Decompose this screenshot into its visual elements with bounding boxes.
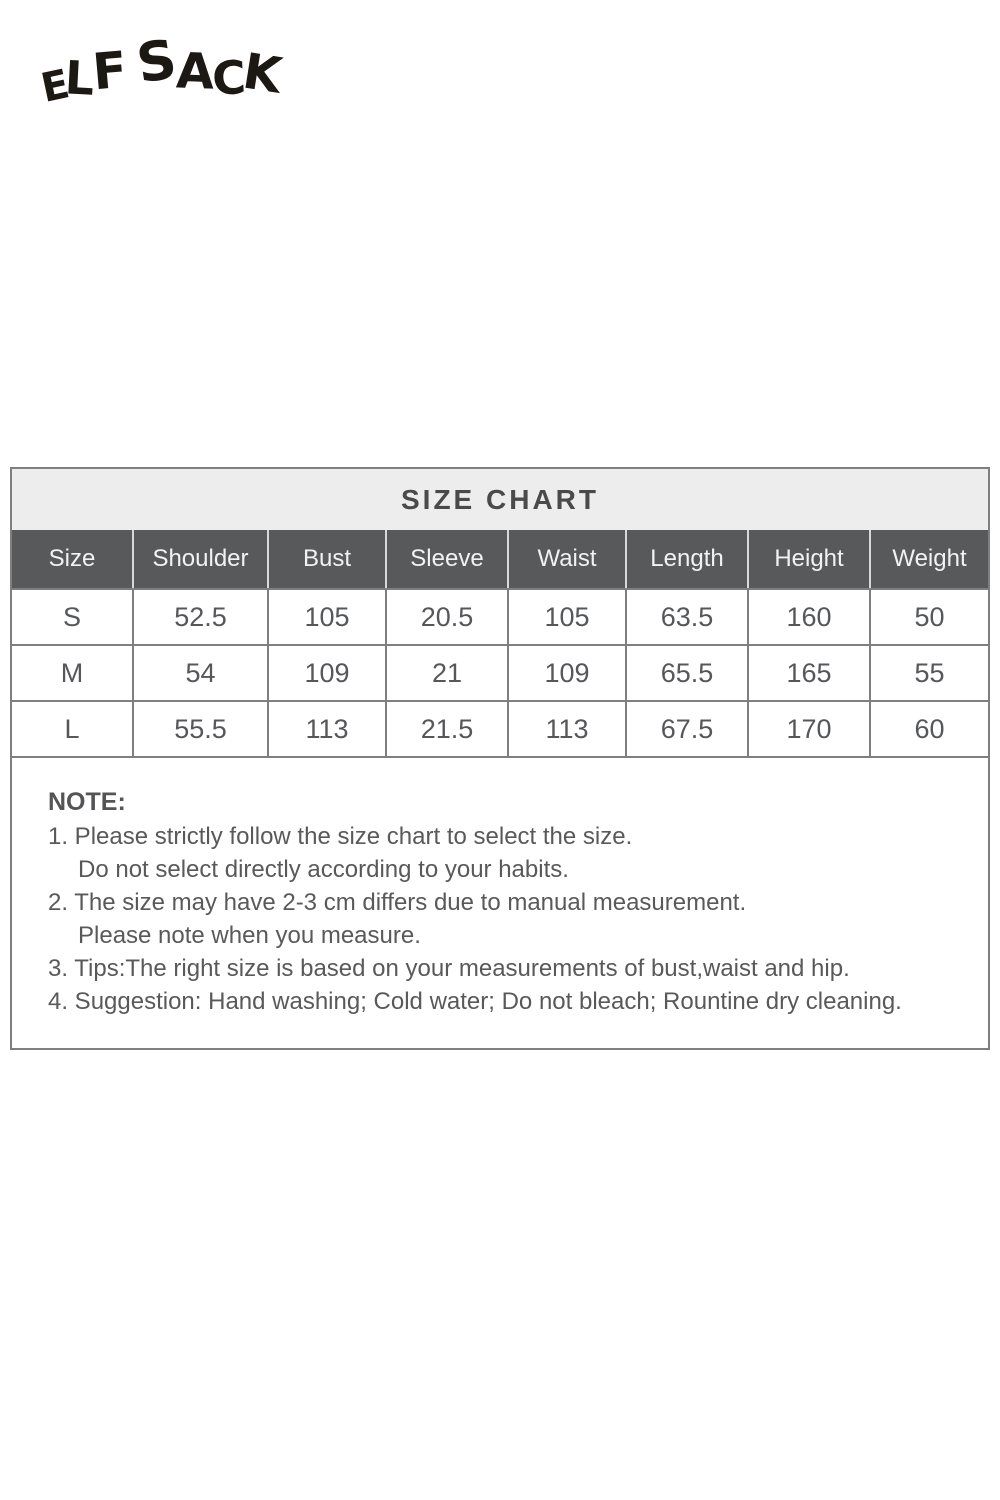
note-section: NOTE: 1. Please strictly follow the size… [12,756,988,1048]
table-cell: 63.5 [625,590,747,644]
column-header-height: Height [747,530,869,588]
table-cell: 105 [267,590,385,644]
logo-letter: A [174,42,213,101]
table-cell: 67.5 [625,702,747,756]
table-cell: 105 [507,590,625,644]
table-row-size-s: S 52.5 105 20.5 105 63.5 160 50 [12,588,988,644]
table-cell: 55 [869,646,988,700]
table-cell: 60 [869,702,988,756]
note-line-2b: Please note when you measure. [78,922,421,949]
note-line-2: 2. The size may have 2-3 cm differs due … [48,889,747,916]
table-cell: 109 [267,646,385,700]
table-cell: S [62,601,81,632]
table-cell: 54 [132,646,267,700]
table-cell: 21.5 [385,702,507,756]
logo-letter: F [89,40,127,102]
size-chart-header-row: Size Shoulder Bust Sleeve Waist Length H… [12,530,988,588]
table-cell: 21 [385,646,507,700]
note-line-1b: Do not select directly according to your… [78,856,569,883]
logo-letter: S [132,27,179,96]
table-cell: 113 [267,702,385,756]
note-line-3: 3. Tips:The right size is based on your … [48,955,850,982]
column-header-shoulder: Shoulder [132,530,267,588]
note-line-4: 4. Suggestion: Hand washing; Cold water;… [48,988,902,1015]
column-header-waist: Waist [507,530,625,588]
table-cell: 165 [747,646,869,700]
size-chart-title: SIZE CHART [12,469,988,530]
logo-letter: L [63,50,94,106]
table-row-size-l: L 55.5 113 21.5 113 67.5 170 60 [12,700,988,756]
column-header-length: Length [625,530,747,588]
table-cell: 170 [747,702,869,756]
logo-letter: K [239,42,284,105]
column-header-bust: Bust [267,530,385,588]
note-line-1: 1. Please strictly follow the size chart… [48,823,633,850]
column-header-sleeve: Sleeve [385,530,507,588]
column-header-weight: Weight [869,530,988,588]
table-row-size-m: M 54 109 21 109 65.5 165 55 [12,644,988,700]
column-header-size: Size [48,545,96,572]
size-chart: SIZE CHART Size Shoulder Bust Sleeve Wai… [10,467,990,1050]
table-cell: 160 [747,590,869,644]
table-cell: 52.5 [132,590,267,644]
table-cell: 50 [869,590,988,644]
table-cell: 65.5 [625,646,747,700]
note-heading: NOTE: [48,788,126,816]
table-cell: 20.5 [385,590,507,644]
table-cell: 113 [507,702,625,756]
table-cell: 55.5 [132,702,267,756]
table-cell: M [60,657,84,688]
brand-logo: ELFSACK [37,28,284,112]
table-cell: 109 [507,646,625,700]
table-cell: L [64,713,80,744]
